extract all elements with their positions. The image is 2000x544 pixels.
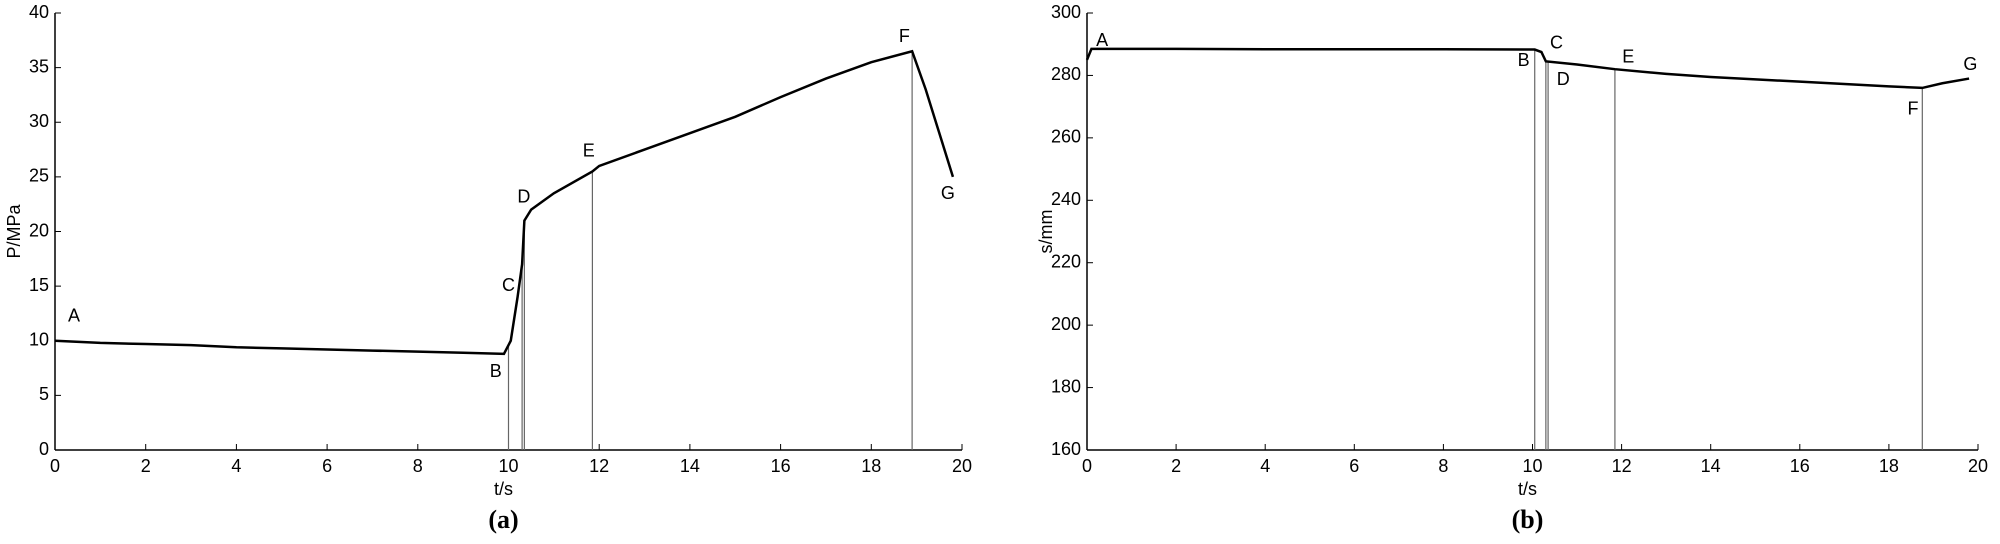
y-tick-label: 25: [29, 166, 49, 186]
point-label: A: [68, 305, 80, 325]
x-tick-label: 0: [1082, 456, 1092, 476]
y-tick-label: 180: [1051, 376, 1081, 396]
x-tick-label: 2: [1171, 456, 1181, 476]
y-tick-label: 0: [39, 439, 49, 459]
point-label: G: [1963, 54, 1977, 74]
point-label: D: [517, 186, 530, 206]
y-tick-label: 280: [1051, 64, 1081, 84]
x-tick-label: 14: [680, 456, 700, 476]
y-tick-label: 300: [1051, 2, 1081, 22]
x-tick-label: 16: [1790, 456, 1810, 476]
x-tick-label: 4: [231, 456, 241, 476]
x-tick-label: 20: [952, 456, 972, 476]
point-label: E: [583, 140, 595, 160]
x-tick-label: 2: [141, 456, 151, 476]
y-tick-label: 5: [39, 384, 49, 404]
point-label: B: [490, 361, 502, 381]
x-tick-label: 6: [322, 456, 332, 476]
x-tick-label: 6: [1349, 456, 1359, 476]
x-tick-label: 18: [1879, 456, 1899, 476]
x-tick-label: 10: [498, 456, 518, 476]
y-tick-label: 20: [29, 220, 49, 240]
y-axis-label: s/mm: [1036, 210, 1056, 254]
point-label: A: [1096, 30, 1108, 50]
point-label: C: [502, 275, 515, 295]
x-tick-label: 8: [1438, 456, 1448, 476]
point-label: D: [1557, 69, 1570, 89]
point-label: F: [899, 26, 910, 46]
x-tick-label: 8: [413, 456, 423, 476]
point-label: C: [1550, 32, 1563, 52]
x-tick-label: 16: [771, 456, 791, 476]
x-axis-label: t/s: [1518, 479, 1537, 499]
y-tick-label: 10: [29, 330, 49, 350]
x-tick-label: 14: [1701, 456, 1721, 476]
y-tick-label: 220: [1051, 251, 1081, 271]
x-tick-label: 18: [861, 456, 881, 476]
y-tick-label: 35: [29, 56, 49, 76]
point-label: B: [1518, 50, 1530, 70]
x-tick-label: 20: [1968, 456, 1988, 476]
data-line: [54, 49, 955, 356]
caption: (b): [1512, 505, 1544, 534]
data-line: [1085, 47, 1970, 90]
y-tick-label: 40: [29, 2, 49, 22]
x-axis-label: t/s: [494, 479, 513, 499]
point-label: E: [1622, 46, 1634, 66]
y-tick-label: 30: [29, 111, 49, 131]
y-tick-label: 160: [1051, 439, 1081, 459]
x-tick-label: 12: [589, 456, 609, 476]
y-tick-label: 15: [29, 275, 49, 295]
x-tick-label: 4: [1260, 456, 1270, 476]
point-label: F: [1907, 99, 1918, 119]
y-tick-label: 260: [1051, 127, 1081, 147]
x-tick-label: 12: [1612, 456, 1632, 476]
caption: (a): [488, 505, 518, 534]
y-tick-label: 200: [1051, 314, 1081, 334]
y-axis-label: P/MPa: [4, 204, 24, 259]
point-label: G: [941, 183, 955, 203]
x-tick-label: 10: [1522, 456, 1542, 476]
y-tick-label: 240: [1051, 189, 1081, 209]
x-tick-label: 0: [50, 456, 60, 476]
